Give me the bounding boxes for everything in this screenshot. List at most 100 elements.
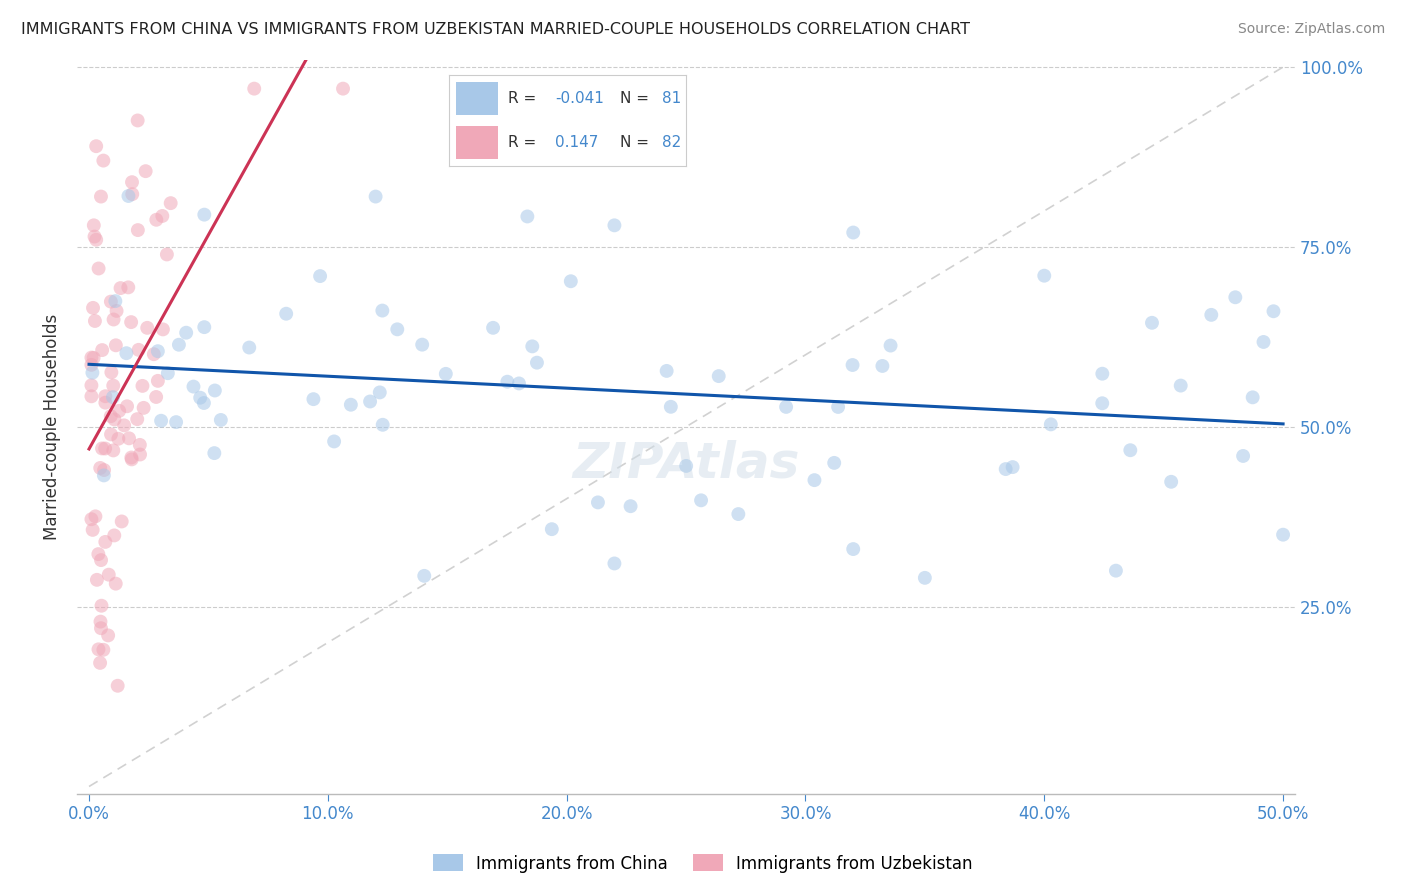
Point: [146, 344, 169, 359]
Point: [914, 571, 936, 585]
Point: [1201, 308, 1223, 322]
Point: [332, 81, 354, 95]
Point: [107, 679, 129, 693]
Point: [90, 553, 112, 567]
Point: [103, 528, 125, 542]
Point: [127, 223, 149, 237]
Point: [193, 320, 215, 334]
Point: [619, 499, 641, 513]
Point: [150, 414, 173, 428]
Point: [105, 304, 128, 318]
Point: [84, 509, 107, 524]
Point: [1001, 460, 1024, 475]
Point: [1091, 396, 1114, 410]
Point: [603, 557, 626, 571]
Point: [775, 400, 797, 414]
Y-axis label: Married-couple Households: Married-couple Households: [44, 314, 60, 540]
Point: [1272, 527, 1295, 541]
Legend: Immigrants from China, Immigrants from Uzbekistan: Immigrants from China, Immigrants from U…: [426, 847, 980, 880]
Point: [872, 359, 894, 373]
Point: [482, 321, 505, 335]
Point: [204, 384, 226, 398]
Point: [83, 219, 105, 233]
Point: [145, 390, 167, 404]
Point: [103, 312, 125, 326]
Point: [89, 615, 111, 629]
Point: [526, 356, 548, 370]
Point: [128, 343, 150, 357]
Point: [94, 535, 117, 549]
Point: [1170, 378, 1192, 392]
Point: [675, 458, 697, 473]
Point: [111, 515, 134, 529]
Point: [302, 392, 325, 406]
Point: [135, 164, 157, 178]
Text: Source: ZipAtlas.com: Source: ZipAtlas.com: [1237, 22, 1385, 37]
Point: [879, 338, 901, 352]
Point: [560, 274, 582, 288]
Point: [118, 431, 141, 445]
Text: IMMIGRANTS FROM CHINA VS IMMIGRANTS FROM UZBEKISTAN MARRIED-COUPLE HOUSEHOLDS CO: IMMIGRANTS FROM CHINA VS IMMIGRANTS FROM…: [21, 22, 970, 37]
Point: [84, 233, 107, 247]
Point: [413, 569, 436, 583]
Point: [80, 512, 103, 526]
Point: [165, 415, 187, 429]
Point: [120, 450, 142, 465]
Point: [174, 326, 197, 340]
Point: [707, 369, 730, 384]
Point: [97, 628, 120, 642]
Point: [84, 314, 107, 328]
Point: [91, 442, 114, 456]
Point: [127, 412, 149, 426]
Point: [87, 642, 110, 657]
Point: [803, 473, 825, 487]
Point: [121, 187, 143, 202]
Point: [145, 212, 167, 227]
Point: [1105, 564, 1128, 578]
Point: [156, 366, 179, 380]
Point: [136, 321, 159, 335]
Point: [94, 389, 117, 403]
Point: [193, 396, 215, 410]
Point: [129, 448, 152, 462]
Point: [83, 351, 105, 365]
Point: [188, 391, 211, 405]
Point: [603, 219, 626, 233]
Point: [91, 343, 114, 357]
Point: [80, 351, 103, 365]
Point: [387, 322, 409, 336]
Point: [340, 398, 363, 412]
Point: [86, 573, 108, 587]
Point: [117, 280, 139, 294]
Point: [368, 385, 391, 400]
Point: [94, 442, 117, 456]
Point: [1119, 443, 1142, 458]
Point: [97, 567, 120, 582]
Point: [1039, 417, 1062, 432]
Point: [359, 394, 381, 409]
Point: [104, 576, 127, 591]
Point: [90, 189, 112, 203]
Point: [93, 468, 115, 483]
Point: [522, 339, 544, 353]
Point: [1225, 290, 1247, 304]
Point: [434, 367, 457, 381]
Point: [87, 261, 110, 276]
Point: [80, 389, 103, 403]
Point: [586, 495, 609, 509]
Point: [516, 210, 538, 224]
Point: [827, 400, 849, 414]
Point: [110, 281, 132, 295]
Point: [90, 599, 112, 613]
Point: [508, 376, 530, 391]
Point: [842, 226, 865, 240]
Point: [159, 196, 181, 211]
Point: [1091, 367, 1114, 381]
Point: [93, 463, 115, 477]
Point: [93, 642, 115, 657]
Point: [243, 81, 266, 95]
Point: [107, 432, 129, 446]
Point: [84, 139, 107, 153]
Point: [167, 337, 190, 351]
Point: [120, 315, 142, 329]
